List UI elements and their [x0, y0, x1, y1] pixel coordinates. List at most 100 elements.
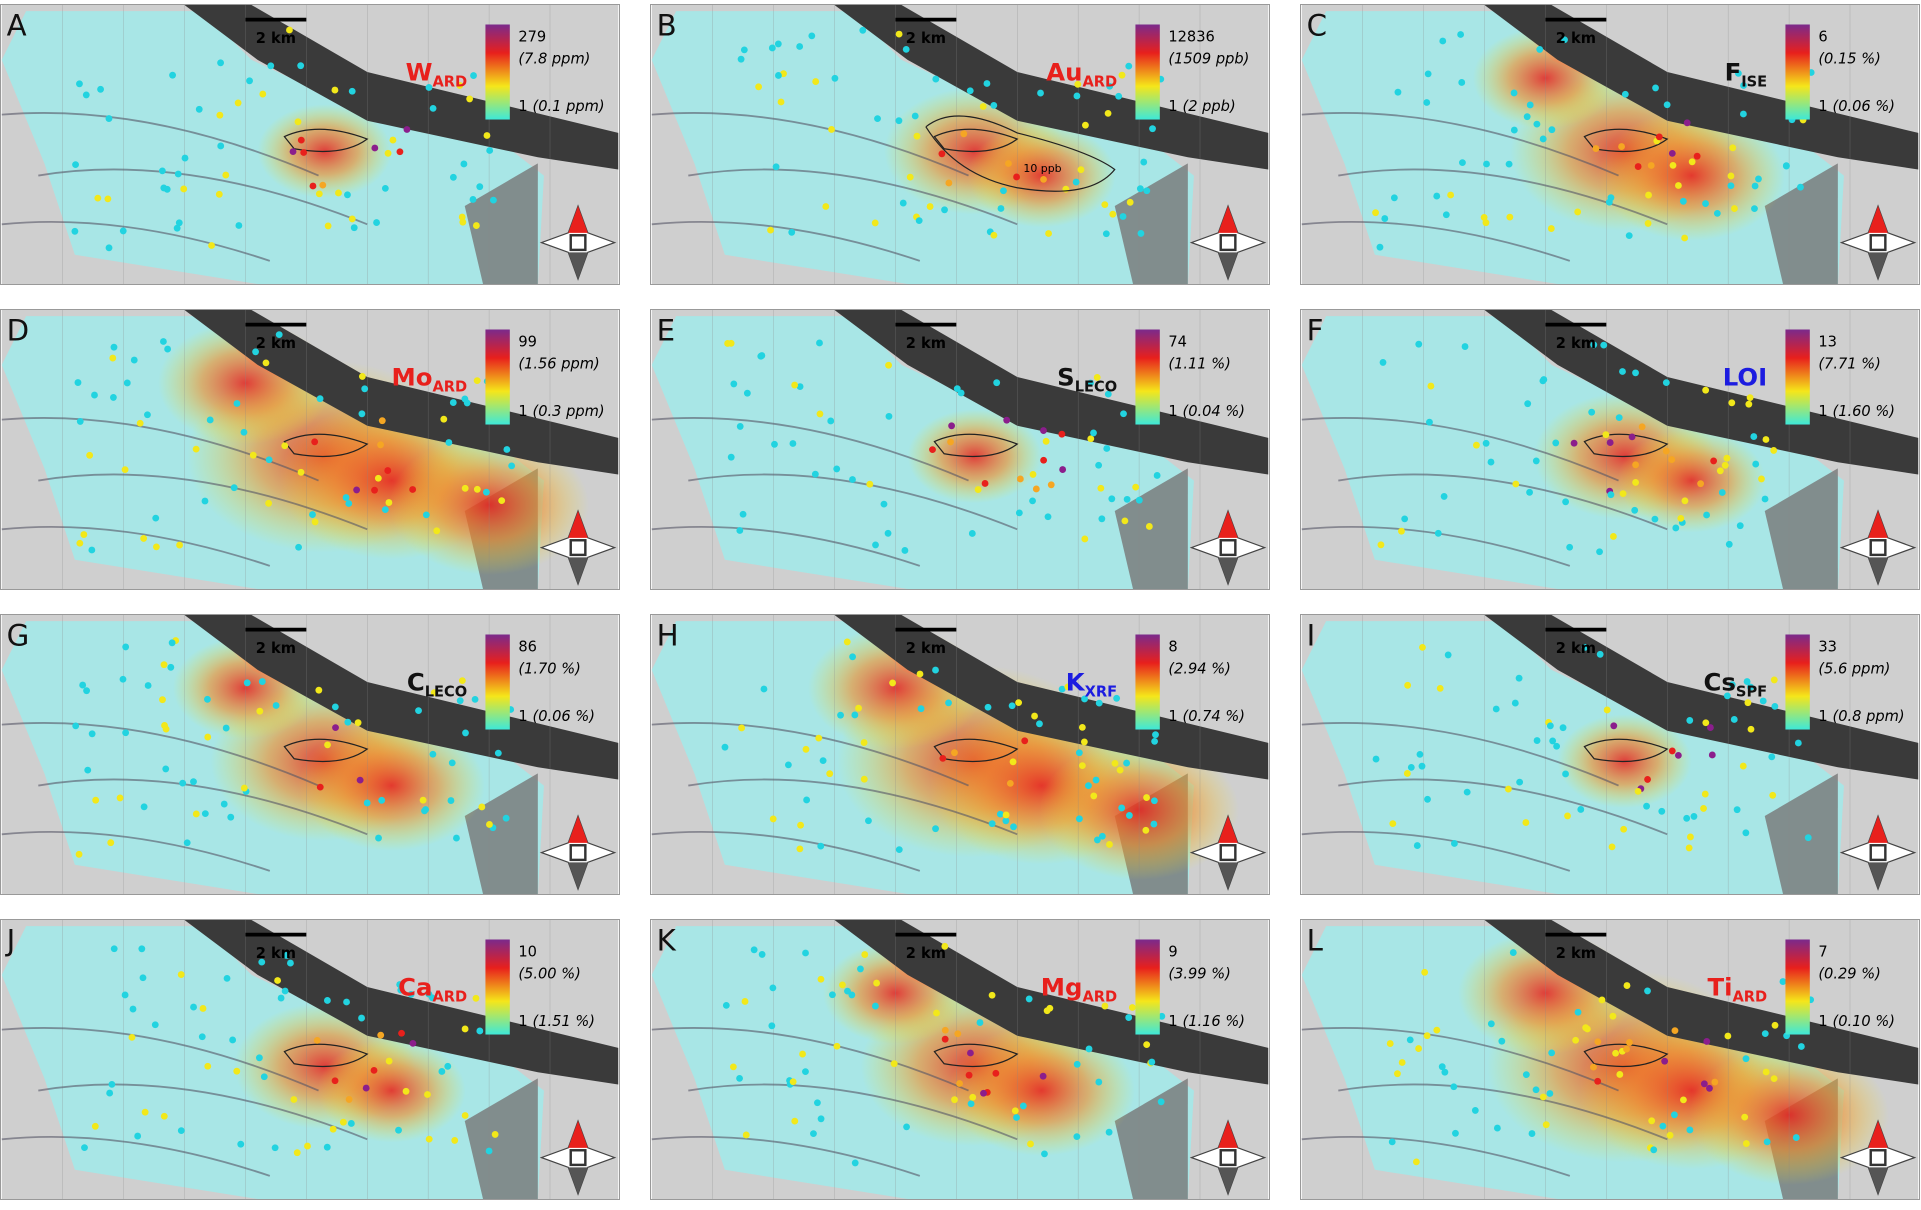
sample-point — [1798, 1043, 1805, 1050]
sample-point — [1450, 1083, 1457, 1090]
sample-point — [1562, 771, 1569, 778]
sample-point — [1414, 842, 1421, 849]
sample-point — [834, 1043, 841, 1050]
sample-point — [1493, 706, 1500, 713]
sample-point — [384, 467, 391, 474]
sample-point — [379, 417, 386, 424]
sample-point — [1763, 436, 1770, 443]
sample-point — [1590, 1064, 1597, 1071]
sample-point — [1593, 145, 1600, 152]
sample-point — [967, 87, 974, 94]
sample-point — [1560, 724, 1567, 731]
sample-point — [129, 1034, 136, 1041]
sample-point — [738, 725, 745, 732]
sample-point — [345, 500, 352, 507]
sample-point — [998, 205, 1005, 212]
map-panel: D2 kmMoARD99(1.56 ppm)1(0.3 ppm) — [0, 309, 620, 590]
sample-point — [235, 222, 242, 229]
sample-point — [335, 190, 342, 197]
sample-point — [179, 780, 186, 787]
sample-point — [216, 112, 223, 119]
map-panel: I2 kmCsSPF33(5.6 ppm)1(0.8 ppm) — [1300, 614, 1920, 895]
sample-point — [1529, 1130, 1536, 1137]
sample-point — [390, 137, 397, 144]
sample-point — [1612, 1050, 1619, 1057]
sample-point — [736, 527, 743, 534]
legend-max: 10 — [518, 944, 537, 961]
sample-point — [1534, 737, 1541, 744]
sample-point — [134, 1133, 141, 1140]
sample-point — [907, 174, 914, 181]
sample-point — [799, 1051, 806, 1058]
sample-point — [1632, 479, 1639, 486]
sample-point — [359, 373, 366, 380]
sample-point — [371, 145, 378, 152]
sample-point — [448, 797, 455, 804]
sample-point — [1689, 158, 1696, 165]
sample-point — [140, 535, 147, 542]
sample-point — [1017, 476, 1024, 483]
sample-point — [1148, 1059, 1155, 1066]
sample-point — [1667, 1132, 1674, 1139]
sample-point — [741, 46, 748, 53]
sample-point — [83, 687, 90, 694]
sample-point — [815, 735, 822, 742]
sample-point — [1136, 497, 1143, 504]
sample-point — [1048, 481, 1055, 488]
sample-point — [330, 1126, 337, 1133]
sample-point — [773, 163, 780, 170]
sample-point — [1543, 1121, 1550, 1128]
sample-point — [1494, 1125, 1501, 1132]
sample-point — [1650, 1146, 1657, 1153]
sample-point — [317, 784, 324, 791]
sample-point — [83, 91, 90, 98]
sample-point — [967, 1050, 974, 1057]
sample-point — [371, 1067, 378, 1074]
sample-point — [743, 1132, 750, 1139]
sample-point — [349, 216, 356, 223]
map-panel: G2 kmCLECO86(1.70 %)1(0.06 %) — [0, 614, 620, 895]
sample-point — [111, 344, 118, 351]
sample-point — [159, 167, 166, 174]
sample-point — [932, 667, 939, 674]
sample-point — [1095, 1079, 1102, 1086]
sample-point — [861, 776, 868, 783]
element-name: W — [406, 58, 433, 87]
sample-point — [273, 702, 280, 709]
sample-point — [791, 1118, 798, 1125]
color-bar — [485, 939, 509, 1034]
sample-point — [901, 547, 908, 554]
sample-point — [814, 1099, 821, 1106]
sample-point — [1389, 1138, 1396, 1145]
sample-point — [1058, 431, 1065, 438]
sample-point — [152, 515, 159, 522]
element-method: LECO — [1075, 379, 1117, 396]
legend-min-value: 1 — [1818, 708, 1827, 725]
element-method: LECO — [425, 684, 467, 701]
sample-point — [866, 481, 873, 488]
sample-point — [1426, 419, 1433, 426]
sample-point — [1668, 456, 1675, 463]
sample-point — [1003, 812, 1010, 819]
legend-min-value: 1 — [518, 98, 527, 115]
sample-point — [138, 945, 145, 952]
sample-point — [1645, 220, 1652, 227]
legend-max: 7 — [1818, 944, 1827, 961]
sample-point — [196, 106, 203, 113]
sample-point — [927, 203, 934, 210]
sample-point — [1626, 1039, 1633, 1046]
sample-point — [385, 499, 392, 506]
sample-point — [1740, 111, 1747, 118]
sample-point — [775, 41, 782, 48]
sample-point — [1000, 187, 1007, 194]
sample-point — [312, 518, 319, 525]
sample-point — [1498, 1038, 1505, 1045]
sample-point — [990, 232, 997, 239]
sample-point — [1002, 817, 1009, 824]
sample-point — [167, 664, 174, 671]
sample-point — [332, 703, 339, 710]
sample-point — [80, 531, 87, 538]
sample-point — [472, 696, 479, 703]
sample-point — [478, 804, 485, 811]
sample-point — [106, 244, 113, 251]
